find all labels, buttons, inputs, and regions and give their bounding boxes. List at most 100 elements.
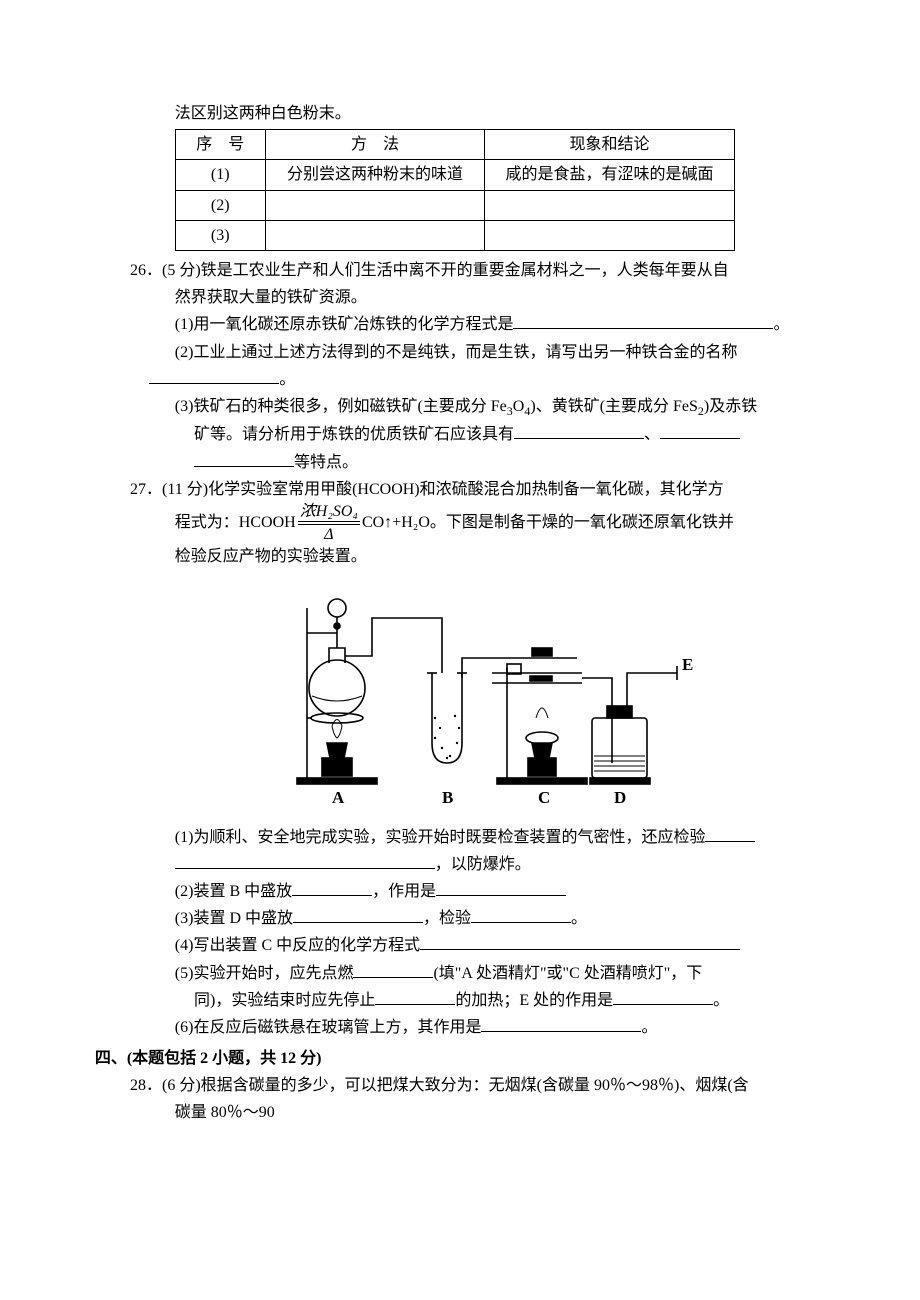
q26-num: 26． <box>130 262 162 279</box>
q28-num: 28． <box>130 1077 162 1094</box>
q25-r1c2: 分别尝这两种粉末的味道 <box>265 160 485 190</box>
blank <box>292 879 372 896</box>
q25-r1c1: (1) <box>175 160 265 190</box>
lbl-E: E <box>682 655 693 674</box>
q26-p2a: (2)工业上通过上述方法得到的不是纯铁，而是生铁，请写出另一种铁合金的名称 <box>130 339 810 366</box>
q26-stem2-wrap: 然界获取大量的铁矿资源。 <box>130 284 810 311</box>
q27-p4a: (4)写出装置 C 中反应的化学方程式 <box>175 937 420 954</box>
q27-stem1: (11 分)化学实验室常用甲酸(HCOOH)和浓硫酸混合加热制备一氧化碳，其化学… <box>162 481 724 498</box>
q27-p6a: (6)在反应后磁铁悬在玻璃管上方，其作用是 <box>175 1019 482 1036</box>
q25-r3c2 <box>265 220 485 250</box>
lbl-C: C <box>538 788 550 807</box>
q27-p5d: 的加热；E 处的作用是 <box>455 992 613 1009</box>
t1: (3)铁矿石的种类很多，例如磁铁矿(主要成分 Fe <box>175 398 507 415</box>
blank <box>375 988 455 1005</box>
blank <box>705 825 755 842</box>
q26-stem2: 然界获取大量的铁矿资源。 <box>175 289 367 306</box>
blank <box>481 1015 641 1032</box>
q26: 26．(5 分)铁是工农业生产和人们生活中离不开的重要金属材料之一，人类每年要从… <box>130 257 810 284</box>
q27-stem-tail: 检验反应产物的实验装置。 <box>130 543 810 570</box>
q28-l2-wrap: 碳量 80％～90 <box>130 1099 810 1126</box>
section-4: 四、(本题包括 2 小题，共 12 分) <box>95 1045 810 1072</box>
blank <box>420 933 740 950</box>
q27-p5: (5)实验开始时，应先点燃 (填"A 处酒精灯"或"C 处酒精喷灯"，下 同)，实… <box>130 960 810 1014</box>
q27-p4: (4)写出装置 C 中反应的化学方程式 <box>130 932 810 959</box>
q27-p5c: 同)，实验结束时应先停止 <box>194 992 375 1009</box>
t5: 矿等。请分析用于炼铁的优质铁矿石应该具有 <box>194 426 514 443</box>
q27-p2a: (2)装置 B 中盛放 <box>175 883 292 900</box>
blank <box>514 422 644 439</box>
q26-stem1: (5 分)铁是工农业生产和人们生活中离不开的重要金属材料之一，人类每年要从自 <box>162 262 729 279</box>
t2: O <box>513 398 525 415</box>
q26-p3-line2: 矿等。请分析用于炼铁的优质铁矿石应该具有 、 <box>175 421 810 448</box>
blank <box>194 450 294 467</box>
q27-eq: 程式为：HCOOH浓H₂SO₄ ΔCO↑+H₂O。下图是制备干燥的一氧化碳还原氧化… <box>130 503 810 543</box>
q26-p2b-tail: 。 <box>279 371 295 388</box>
q27-p6b: 。 <box>641 1019 657 1036</box>
blank <box>353 961 433 978</box>
t4: )及赤铁 <box>704 398 757 415</box>
q26-p1-text: (1)用一氧化碳还原赤铁矿冶炼铁的化学方程式是 <box>175 316 514 333</box>
t7: 等特点。 <box>294 454 358 471</box>
eq-bot: Δ <box>298 525 360 544</box>
q28-l2: 碳量 80％～90 <box>175 1104 275 1121</box>
q27-p6: (6)在反应后磁铁悬在玻璃管上方，其作用是 。 <box>130 1014 810 1041</box>
reaction-condition: 浓H₂SO₄ Δ <box>298 503 360 543</box>
q27-p2b: ，作用是 <box>372 883 436 900</box>
lbl-B: B <box>442 788 453 807</box>
lbl-A: A <box>332 788 345 807</box>
q26-p3: (3)铁矿石的种类很多，例如磁铁矿(主要成分 Fe3O4)、黄铁矿(主要成分 F… <box>130 393 810 476</box>
blank <box>471 906 571 923</box>
q27-p5-line2: 同)，实验结束时应先停止 的加热；E 处的作用是 。 <box>175 987 810 1014</box>
blank <box>513 312 773 329</box>
q25-r1c3: 咸的是食盐，有涩味的是碱面 <box>485 160 735 190</box>
q27-p1b: ，以防爆炸。 <box>435 856 531 873</box>
q27-p3a: (3)装置 D 中盛放 <box>175 910 293 927</box>
q27-stem-tail-text: 检验反应产物的实验装置。 <box>175 548 367 565</box>
q27-p5a: (5)实验开始时，应先点燃 <box>175 965 354 982</box>
blank <box>175 852 435 869</box>
apparatus-svg: A B C D E <box>282 578 702 808</box>
q25-r2c2 <box>265 190 485 220</box>
q27: 27．(11 分)化学实验室常用甲酸(HCOOH)和浓硫酸混合加热制备一氧化碳，… <box>130 476 810 503</box>
q28-l1: (6 分)根据含碳量的多少，可以把煤大致分为：无烟煤(含碳量 90％～98％)、… <box>162 1077 749 1094</box>
t6: 、 <box>644 426 660 443</box>
q27-p3: (3)装置 D 中盛放 ，检验 。 <box>130 905 810 932</box>
blank <box>149 367 279 384</box>
q25-r2c3 <box>485 190 735 220</box>
q27-p5b: (填"A 处酒精灯"或"C 处酒精喷灯"，下 <box>433 965 702 982</box>
q25-tail-text: 法区别这两种白色粉末。 <box>175 105 351 122</box>
q25-tail: 法区别这两种白色粉末。 <box>130 100 810 127</box>
section-4-text: 四、(本题包括 2 小题，共 12 分) <box>95 1050 322 1067</box>
q26-p1: (1)用一氧化碳还原赤铁矿冶炼铁的化学方程式是 。 <box>130 311 810 338</box>
blank <box>293 906 423 923</box>
q25-r3c1: (3) <box>175 220 265 250</box>
eq-lead: 程式为：HCOOH <box>175 514 296 531</box>
q26-p2a-text: (2)工业上通过上述方法得到的不是纯铁，而是生铁，请写出另一种铁合金的名称 <box>175 344 738 361</box>
q26-p1-tail: 。 <box>773 316 789 333</box>
q27-p1b-line: ，以防爆炸。 <box>130 851 810 878</box>
q25-table: 序 号 方 法 现象和结论 (1) 分别尝这两种粉末的味道 咸的是食盐，有涩味的… <box>175 129 735 251</box>
apparatus-figure: A B C D E <box>130 578 810 817</box>
q27-p1a: (1)为顺利、安全地完成实验，实验开始时既要检查装置的气密性，还应检验 <box>175 829 706 846</box>
q27-p5e: 。 <box>713 992 729 1009</box>
q26-p3-line3: 等特点。 <box>175 449 810 476</box>
q25-th-1: 方 法 <box>265 130 485 160</box>
q28: 28．(6 分)根据含碳量的多少，可以把煤大致分为：无烟煤(含碳量 90％～98… <box>130 1072 810 1099</box>
eq-top: 浓H₂SO₄ <box>298 503 360 521</box>
t3: )、黄铁矿(主要成分 FeS <box>530 398 698 415</box>
q25-th-0: 序 号 <box>175 130 265 160</box>
q27-p3b: ，检验 <box>423 910 471 927</box>
lbl-D: D <box>614 788 626 807</box>
blank <box>660 422 740 439</box>
q27-p2: (2)装置 B 中盛放 ，作用是 <box>130 878 810 905</box>
blank <box>613 988 713 1005</box>
q27-p5-line1: (5)实验开始时，应先点燃 (填"A 处酒精灯"或"C 处酒精喷灯"，下 <box>175 960 810 987</box>
q26-p3-line1: (3)铁矿石的种类很多，例如磁铁矿(主要成分 Fe3O4)、黄铁矿(主要成分 F… <box>175 393 810 422</box>
q26-p2b: 。 <box>130 366 810 393</box>
eq-tail: CO↑+H₂O。下图是制备干燥的一氧化碳还原氧化铁并 <box>362 514 734 531</box>
q25-r2c1: (2) <box>175 190 265 220</box>
q27-p3c: 。 <box>571 910 587 927</box>
q25-r3c3 <box>485 220 735 250</box>
q25-th-2: 现象和结论 <box>485 130 735 160</box>
